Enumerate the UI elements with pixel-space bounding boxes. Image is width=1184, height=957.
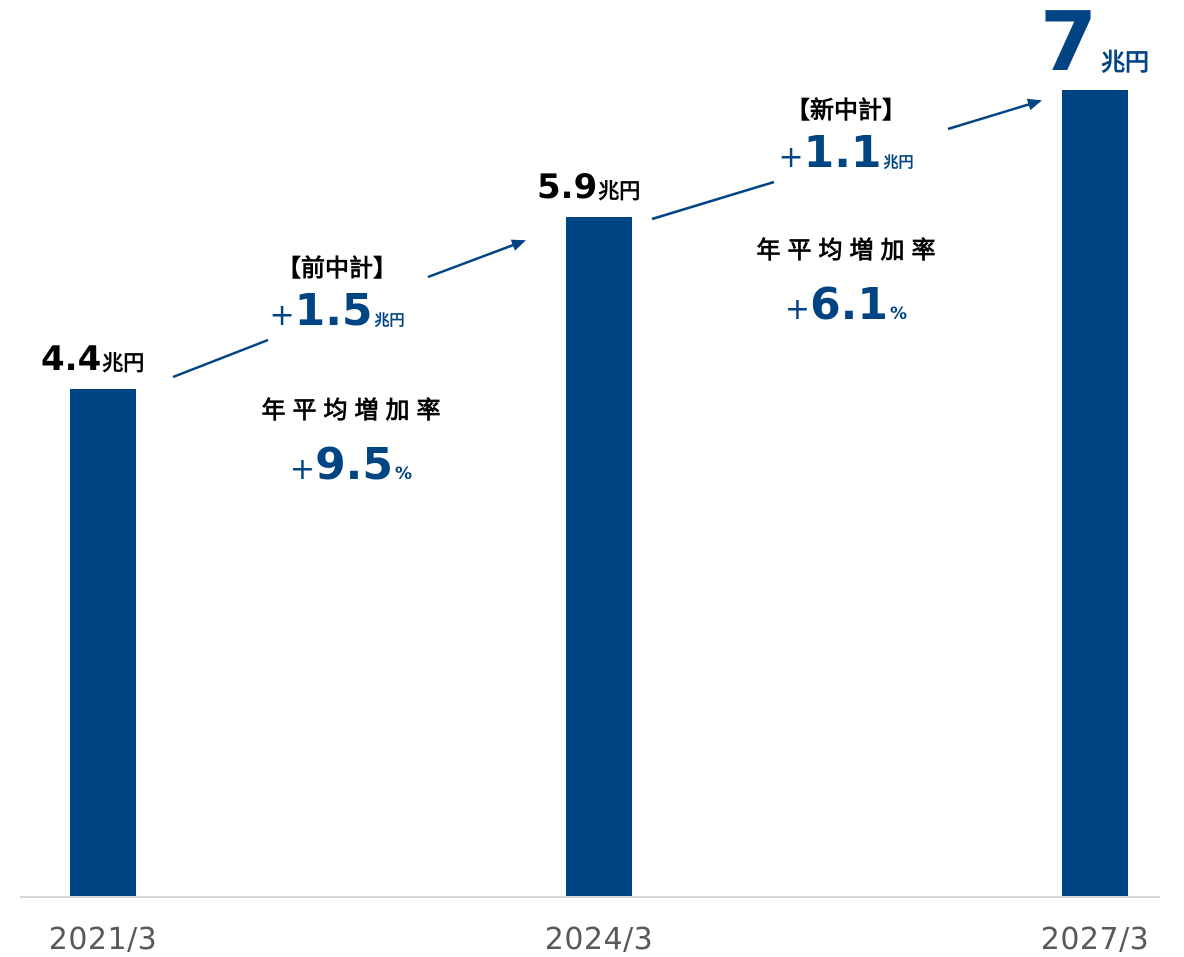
bar-value-label: 7 兆円 <box>1040 2 1149 84</box>
annotation-title: 【前中計】 <box>276 254 397 282</box>
rate-title: 年平均増加率 <box>756 236 943 264</box>
x-axis-baseline <box>20 896 1160 898</box>
plus-sign: + <box>269 298 295 333</box>
rate-value-line: +6.1% <box>757 279 936 330</box>
plus-sign: + <box>784 292 811 327</box>
plus-sign: + <box>778 140 804 175</box>
increase-unit: 兆円 <box>883 153 914 171</box>
rate-value-line: +9.5% <box>262 439 441 490</box>
value-unit: 兆円 <box>1101 48 1150 76</box>
value-number: 4.4 <box>41 339 102 380</box>
value-number: 7 <box>1040 0 1098 90</box>
value-unit: 兆円 <box>598 178 641 203</box>
x-tick-label: 2021/3 <box>48 922 158 957</box>
growth-rate-previous-plan: 年平均増加率 +9.5% <box>262 390 441 490</box>
growth-annotation-previous-plan: 【前中計】 +1.5 兆円 <box>269 248 404 336</box>
rate-value: 6.1 <box>810 279 889 330</box>
bar-value-label: 5.9兆円 <box>537 167 640 207</box>
rate-value: 9.5 <box>315 439 394 490</box>
increase-value: 1.1 <box>803 127 882 178</box>
x-tick-label: 2027/3 <box>1040 922 1150 957</box>
rate-unit: % <box>890 304 908 324</box>
value-number: 5.9 <box>537 166 598 207</box>
growth-arrow-tail-1 <box>651 180 775 221</box>
bar-2021/3 <box>70 389 136 896</box>
annotation-increase: +1.1 兆円 <box>778 127 913 178</box>
x-tick-label: 2024/3 <box>544 922 654 957</box>
growth-annotation-new-plan: 【新中計】 +1.1 兆円 <box>778 90 913 178</box>
growth-arrow-head-1 <box>947 98 1042 131</box>
bar-value-label: 4.4兆円 <box>41 339 144 379</box>
annotation-increase: +1.5 兆円 <box>269 285 404 336</box>
growth-rate-new-plan: 年平均増加率 +6.1% <box>757 230 936 330</box>
bar-2027/3 <box>1062 90 1128 896</box>
bar-2024/3 <box>566 216 632 896</box>
rate-unit: % <box>395 464 413 484</box>
value-unit: 兆円 <box>102 351 145 376</box>
increase-unit: 兆円 <box>374 311 405 329</box>
increase-value: 1.5 <box>294 285 373 336</box>
annotation-title: 【新中計】 <box>785 96 906 124</box>
rate-title: 年平均増加率 <box>261 396 448 424</box>
growth-arrow-tail-0 <box>172 338 269 379</box>
growth-arrow-head-0 <box>427 239 526 279</box>
plus-sign: + <box>289 452 316 487</box>
